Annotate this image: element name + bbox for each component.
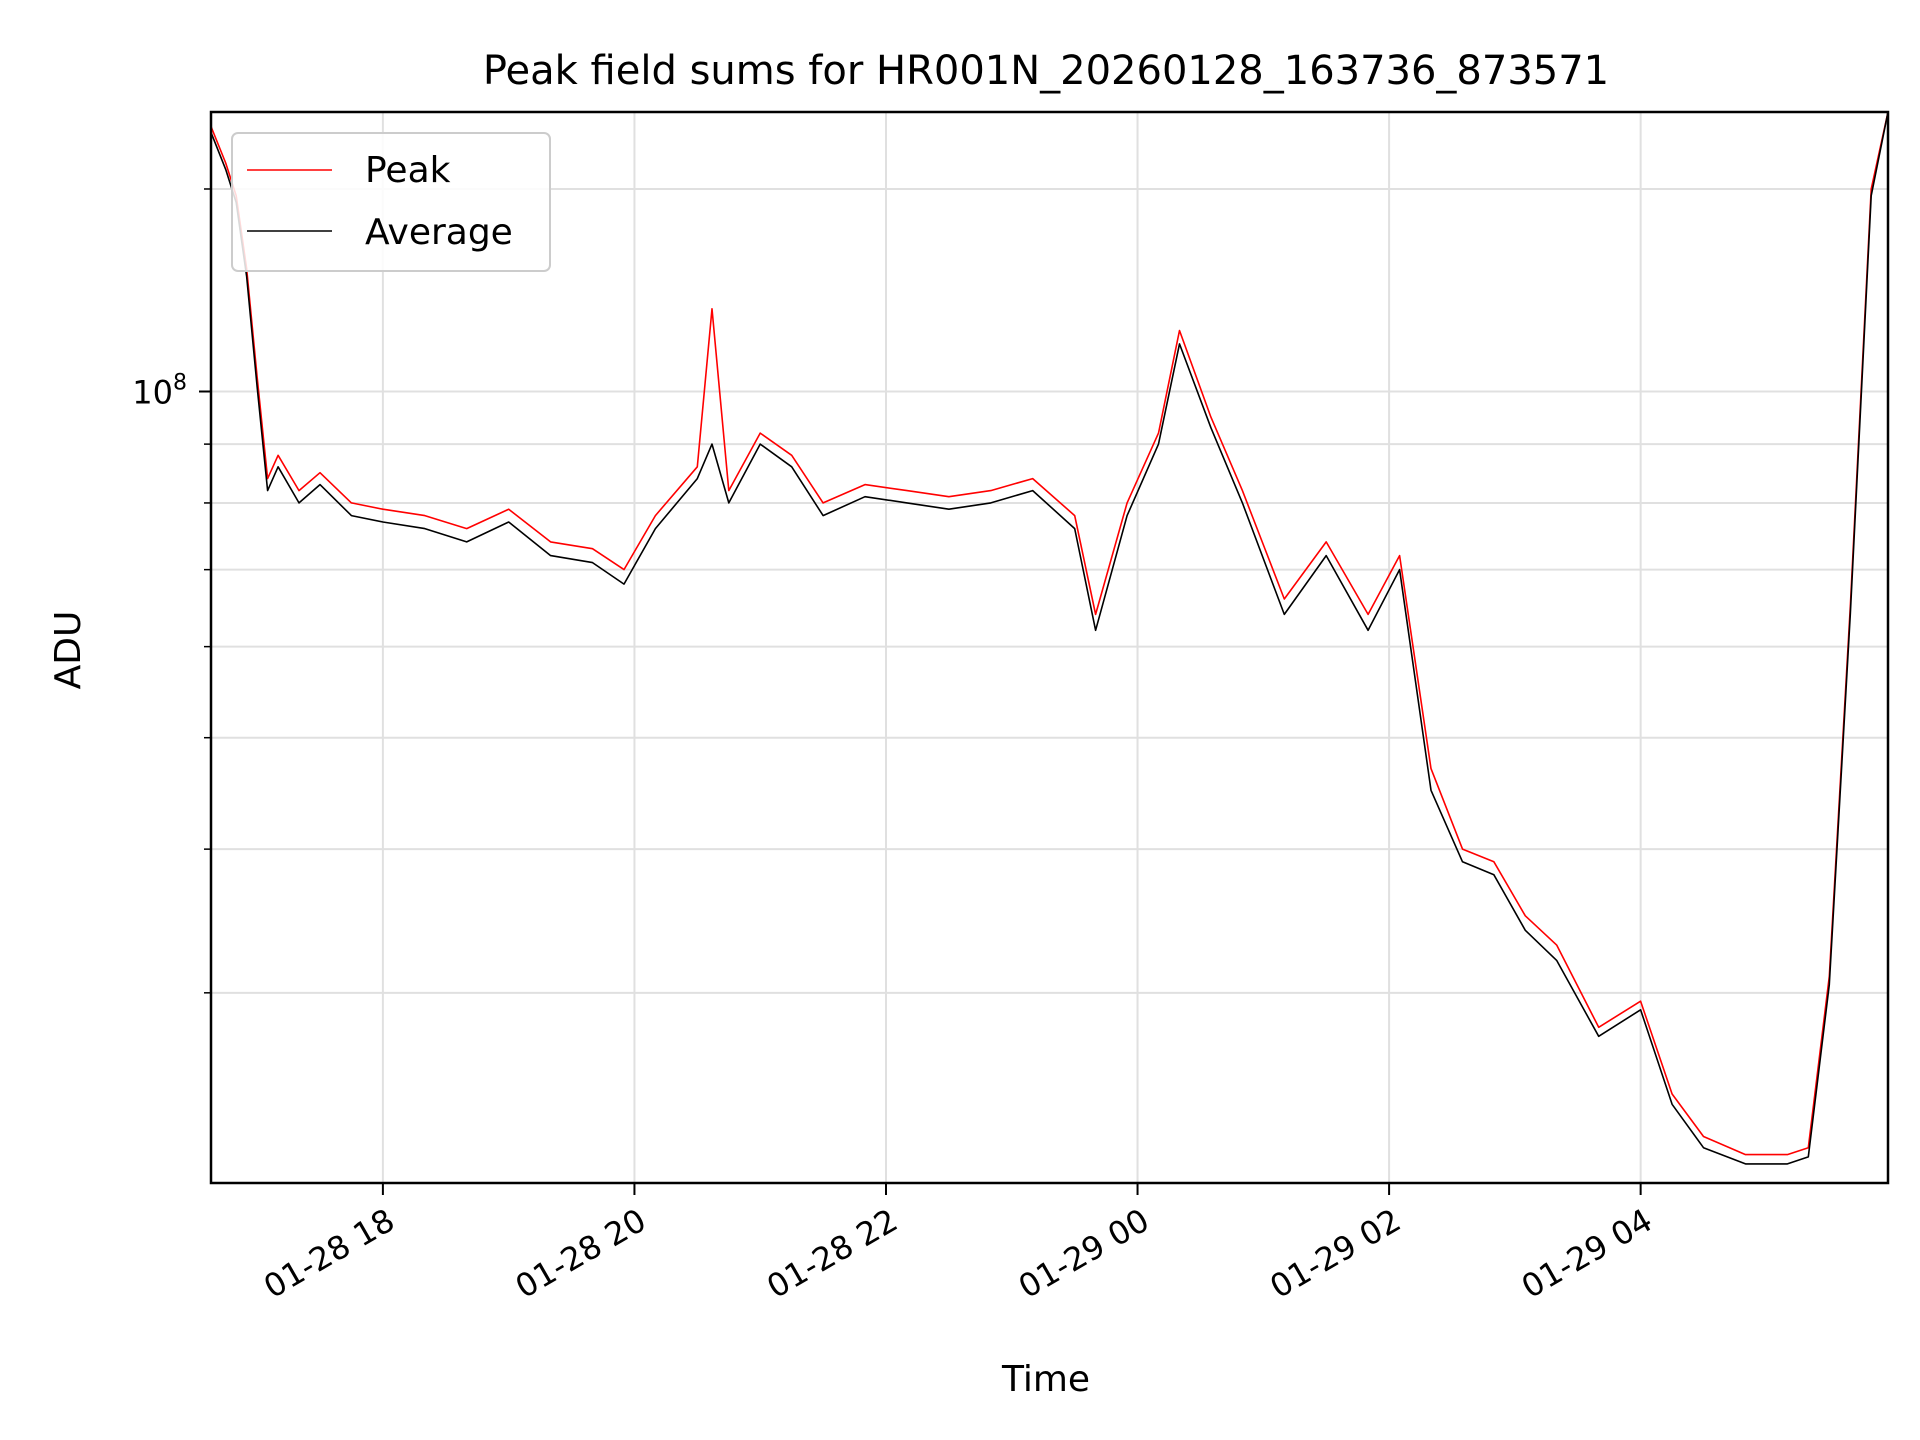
grid — [211, 112, 1888, 1183]
legend: Peak Average — [231, 132, 551, 272]
series-line-average — [210, 111, 1889, 1165]
y-tick-label: 108 — [132, 370, 187, 411]
y-axis-label: ADU — [48, 611, 89, 690]
legend-box — [231, 132, 551, 272]
series-line-peak — [210, 111, 1889, 1156]
legend-label-average: Average — [365, 212, 513, 253]
series-group — [210, 111, 1889, 1165]
plot-area-frame — [209, 110, 1890, 1185]
y-axis-ticks: 108 — [132, 188, 211, 994]
legend-label-peak: Peak — [365, 150, 451, 191]
chart-title: Peak field sums for HR001N_20260128_1637… — [483, 48, 1609, 94]
x-axis-label: Time — [1001, 1359, 1090, 1400]
